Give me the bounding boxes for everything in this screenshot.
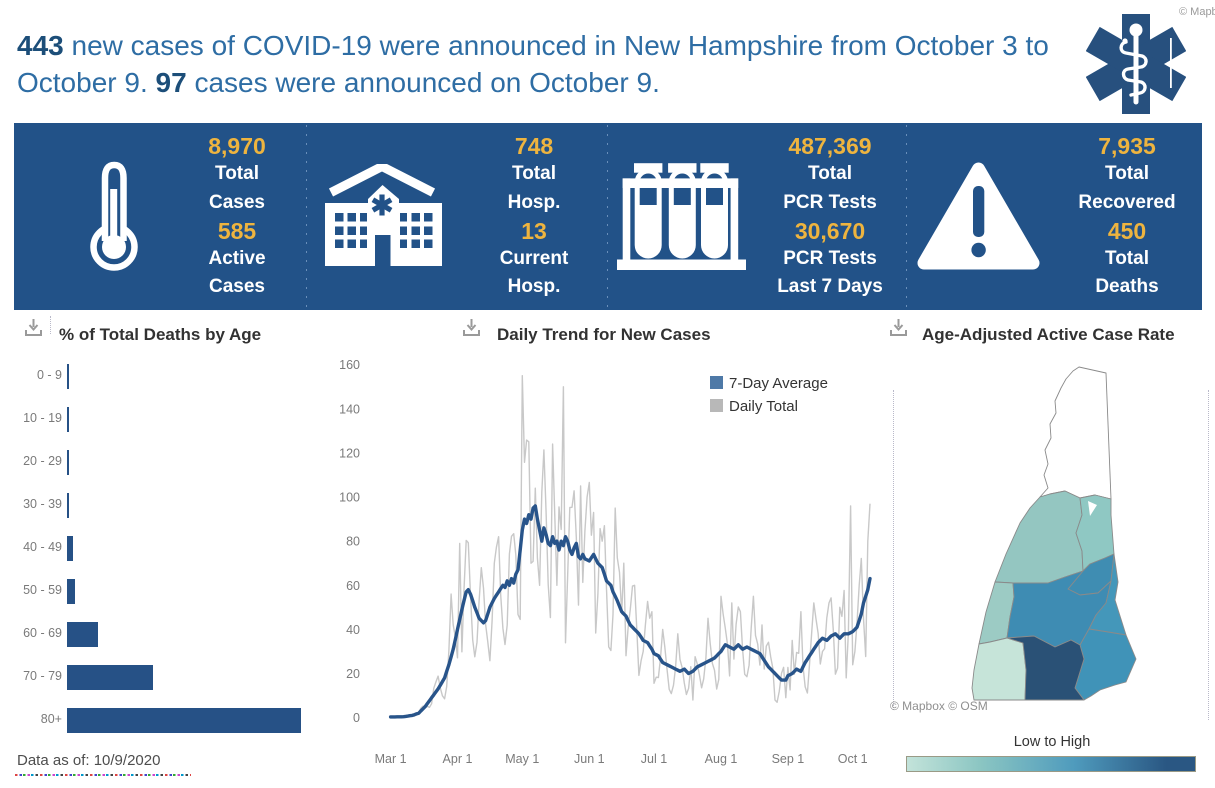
svg-text:Mar 1: Mar 1 bbox=[375, 752, 407, 766]
svg-text:160: 160 bbox=[339, 358, 360, 372]
svg-text:Daily Total: Daily Total bbox=[729, 398, 798, 415]
svg-text:40: 40 bbox=[346, 623, 360, 637]
svg-text:0: 0 bbox=[353, 711, 360, 725]
svg-text:Oct 1: Oct 1 bbox=[838, 752, 868, 766]
svg-text:7-Day Average: 7-Day Average bbox=[729, 375, 828, 392]
svg-text:Jul 1: Jul 1 bbox=[641, 752, 667, 766]
svg-text:120: 120 bbox=[339, 446, 360, 460]
svg-text:140: 140 bbox=[339, 402, 360, 416]
svg-text:20: 20 bbox=[346, 667, 360, 681]
svg-text:60: 60 bbox=[346, 579, 360, 593]
svg-text:Jun 1: Jun 1 bbox=[574, 752, 605, 766]
svg-text:Apr 1: Apr 1 bbox=[443, 752, 473, 766]
svg-text:Aug 1: Aug 1 bbox=[705, 752, 738, 766]
svg-text:100: 100 bbox=[339, 491, 360, 505]
svg-text:Sep 1: Sep 1 bbox=[772, 752, 805, 766]
svg-text:May 1: May 1 bbox=[505, 752, 539, 766]
svg-text:80: 80 bbox=[346, 535, 360, 549]
